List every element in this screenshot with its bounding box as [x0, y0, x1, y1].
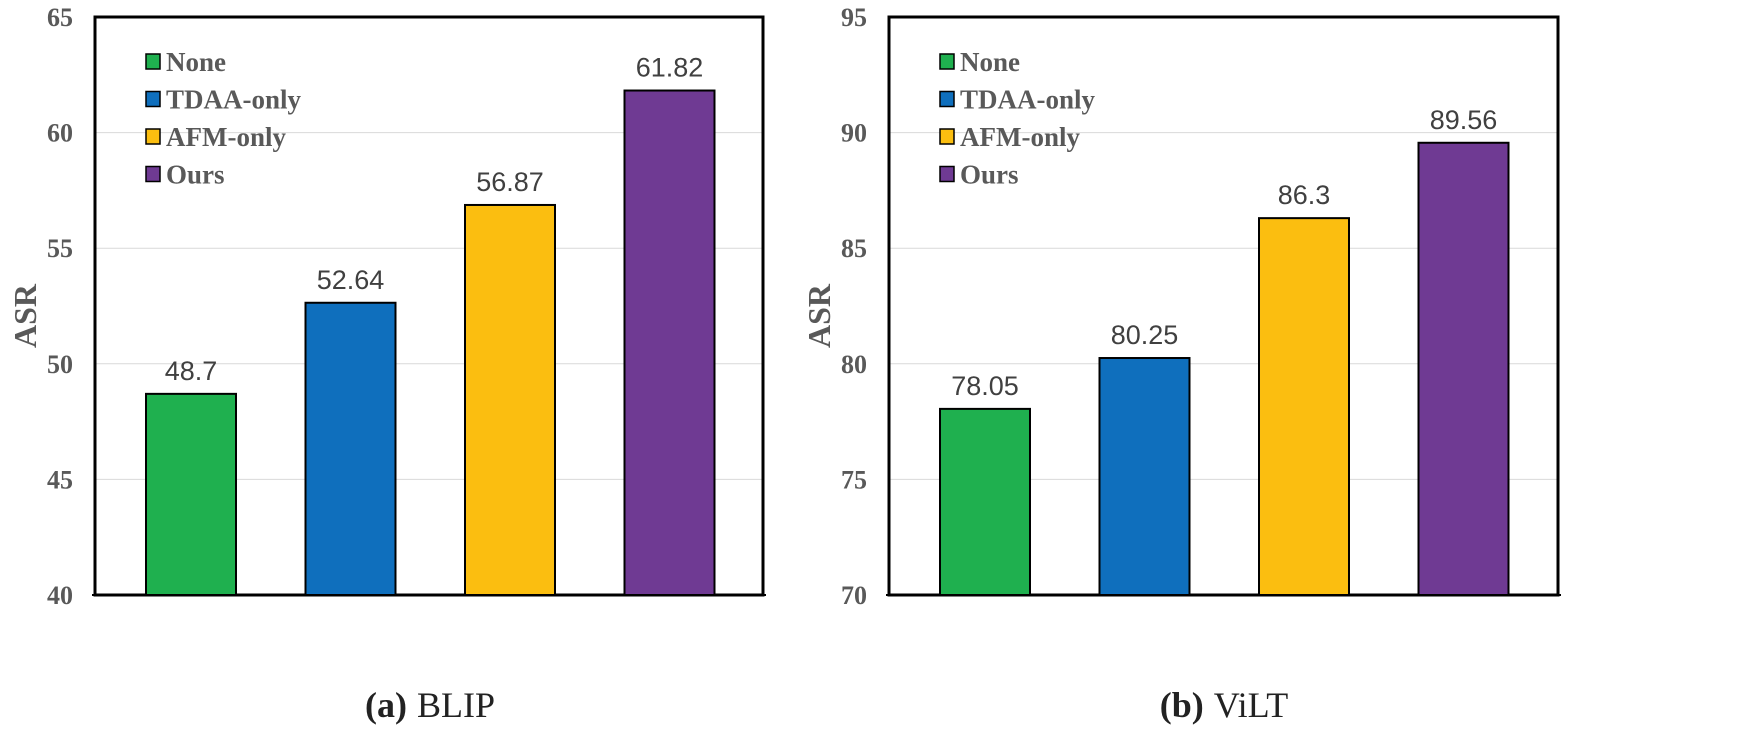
chart-panel-2: 70 75 80 85 90 95 ASR 78.05 80.25 86.3 89.56 None TD… [801, 3, 1561, 725]
legend-swatch [145, 128, 161, 145]
bar-afm-only [464, 203, 556, 596]
caption: (b) ViLT [1160, 685, 1289, 725]
caption-name: ViLT [1214, 685, 1289, 725]
legend-swatch [939, 128, 955, 145]
legend-swatch [145, 53, 161, 70]
legend-swatch [939, 53, 955, 70]
y-tick-label: 45 [47, 465, 73, 494]
legend-label: Ours [166, 160, 225, 190]
chart-panel-1: 40 45 50 55 60 65 ASR 48.7 52.64 56.87 61.82 None TD… [7, 3, 766, 725]
legend-label: TDAA-only [960, 85, 1096, 115]
legend-swatch [939, 165, 955, 183]
bar-none [145, 392, 237, 596]
bar-afm-only [1258, 217, 1350, 596]
data-label: 86.3 [1278, 180, 1331, 210]
y-tick-label: 85 [841, 234, 867, 263]
legend-label: None [166, 47, 226, 77]
data-label: 78.05 [951, 371, 1019, 401]
legend-swatch [145, 90, 161, 108]
y-tick-label: 90 [841, 119, 867, 148]
y-tick-label: 55 [47, 234, 73, 263]
bar-ours [1417, 141, 1510, 596]
data-label: 52.64 [317, 265, 385, 295]
y-axis-label: ASR [7, 283, 43, 348]
y-tick-label: 40 [47, 581, 73, 610]
data-label: 56.87 [476, 167, 544, 197]
y-tick-label: 75 [841, 465, 867, 494]
y-tick-label: 65 [47, 3, 73, 32]
bar-tdaa-only [304, 301, 397, 596]
caption-name: BLIP [417, 685, 495, 725]
legend-label: AFM-only [166, 122, 286, 152]
bar-ours [623, 89, 716, 596]
data-label: 80.25 [1111, 320, 1179, 350]
legend-label: Ours [960, 160, 1019, 190]
data-label: 89.56 [1430, 105, 1498, 135]
legend-label: None [960, 47, 1020, 77]
data-label: 48.7 [165, 356, 218, 386]
data-label: 61.82 [636, 53, 704, 83]
legend-label: AFM-only [960, 122, 1080, 152]
caption-letter: (a) [365, 685, 407, 725]
caption: (a) BLIP [365, 685, 495, 725]
y-tick-label: 70 [841, 581, 867, 610]
y-axis-label: ASR [801, 283, 837, 348]
caption-letter: (b) [1160, 685, 1204, 725]
y-tick-label: 80 [841, 350, 867, 379]
y-tick-label: 60 [47, 119, 73, 148]
bar-tdaa-only [1098, 357, 1191, 596]
y-tick-label: 50 [47, 350, 73, 379]
bar-none [939, 407, 1031, 596]
y-tick-label: 95 [841, 3, 867, 32]
legend-label: TDAA-only [166, 85, 302, 115]
legend-swatch [939, 90, 955, 108]
legend-swatch [145, 165, 161, 183]
